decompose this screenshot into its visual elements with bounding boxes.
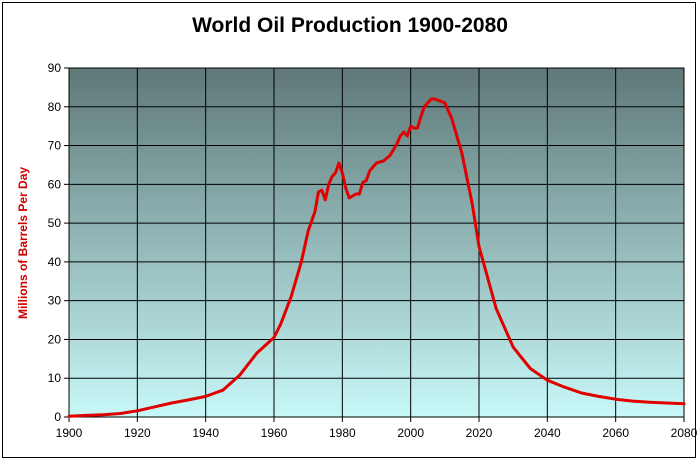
x-tick-label: 1940: [192, 426, 219, 440]
y-tick-label: 0: [54, 410, 61, 424]
x-tick-label: 1900: [56, 426, 83, 440]
y-axis-ticks: 0 10 20 30 40 50 60 70 80 90: [48, 61, 69, 424]
x-tick-label: 2060: [602, 426, 629, 440]
series-line: [67, 97, 686, 418]
x-tick-label: 1920: [124, 426, 151, 440]
x-tick-label: 2040: [534, 426, 561, 440]
x-tick-label: 1960: [261, 426, 288, 440]
x-tick-label: 2080: [671, 426, 698, 440]
plot-border: [68, 67, 685, 418]
chart-title: World Oil Production 1900-2080: [192, 14, 508, 37]
y-tick-label: 10: [48, 371, 62, 385]
x-tick-label: 2020: [466, 426, 493, 440]
x-tick-label: 2000: [397, 426, 424, 440]
y-tick-label: 70: [48, 139, 62, 153]
y-tick-label: 30: [48, 294, 62, 308]
x-axis-ticks: 1900 1920 1940 1960 1980 2000 2020 2040 2060 2080: [56, 417, 698, 440]
y-tick-label: 40: [48, 255, 62, 269]
x-tick-label: 1980: [329, 426, 356, 440]
y-tick-label: 90: [48, 61, 62, 75]
y-axis-title: Millions of Barrels Per Day: [16, 167, 30, 319]
plot-area: [69, 68, 684, 417]
y-tick-label: 60: [48, 177, 62, 191]
y-tick-label: 50: [48, 216, 62, 230]
y-tick-label: 20: [48, 332, 62, 346]
y-tick-label: 80: [48, 100, 62, 114]
